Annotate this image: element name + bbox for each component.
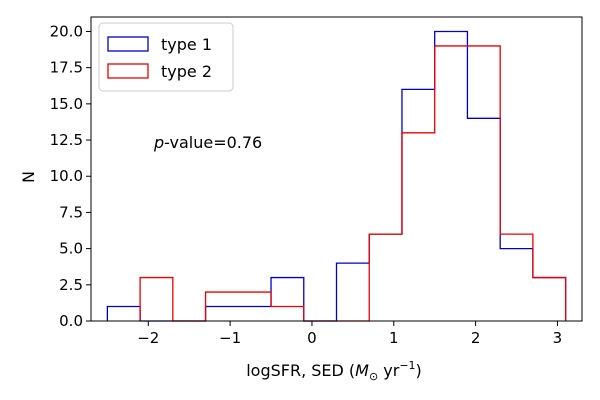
bin-type-1-7 xyxy=(337,263,370,321)
bin-type-1-10 xyxy=(435,31,468,321)
y-tick-label: 5.0 xyxy=(59,240,83,258)
legend-label-type-2: type 2 xyxy=(161,62,212,81)
x-tick-label: −2 xyxy=(137,329,159,347)
plot-frame xyxy=(90,16,583,322)
legend-swatch-type-2 xyxy=(107,63,149,79)
x-tick-label: 1 xyxy=(389,329,399,347)
y-tick-label: 10.0 xyxy=(50,167,83,185)
bin-type-2-11 xyxy=(500,234,533,321)
legend-swatch-type-1 xyxy=(107,36,149,52)
bin-type-1-0 xyxy=(107,307,140,321)
bin-type-2-8 xyxy=(402,133,435,321)
x-axis-label: logSFR, SED (M⊙ yr−1) xyxy=(246,359,422,383)
legend-label-type-1: type 1 xyxy=(161,35,212,54)
legend: type 1 type 2 xyxy=(98,22,234,92)
ticks: −2 −1 0 1 2 3 0.0 2.5 5.0 7.5 10.0 12.5 15.0 17.5 20.0 xyxy=(50,22,563,347)
bin-type-2-10 xyxy=(467,46,500,321)
axes xyxy=(90,16,583,322)
bin-type-1-12 xyxy=(500,249,533,321)
bin-type-1-4 xyxy=(238,307,271,321)
y-tick-label: 2.5 xyxy=(59,276,83,294)
y-tick-label: 17.5 xyxy=(50,59,83,77)
bin-type-1-5 xyxy=(271,278,304,321)
bin-type-2-9 xyxy=(435,46,468,321)
x-tick-label: 2 xyxy=(471,329,481,347)
x-tick-label: 0 xyxy=(307,329,317,347)
x-tick-label: −1 xyxy=(219,329,241,347)
bin-type-1-11 xyxy=(467,118,500,321)
y-tick-label: 20.0 xyxy=(50,22,83,40)
bin-type-2-12 xyxy=(533,278,566,321)
y-tick-label: 0.0 xyxy=(59,312,83,330)
legend-box xyxy=(98,22,234,92)
bin-type-1-8 xyxy=(369,234,402,321)
y-tick-label: 7.5 xyxy=(59,203,83,221)
bin-type-1-3 xyxy=(206,307,239,321)
bin-type-2-4 xyxy=(271,307,304,321)
y-tick-label: 12.5 xyxy=(50,131,83,149)
p-value-annotation: p-value=0.76 xyxy=(153,133,262,152)
bin-type-2-0 xyxy=(140,278,173,321)
y-tick-label: 15.0 xyxy=(50,95,83,113)
y-axis-label: N xyxy=(19,171,38,183)
bin-type-2-7 xyxy=(369,234,402,321)
x-tick-label: 3 xyxy=(553,329,563,347)
bin-type-1-9 xyxy=(402,89,435,321)
bin-type-1-13 xyxy=(533,278,566,321)
